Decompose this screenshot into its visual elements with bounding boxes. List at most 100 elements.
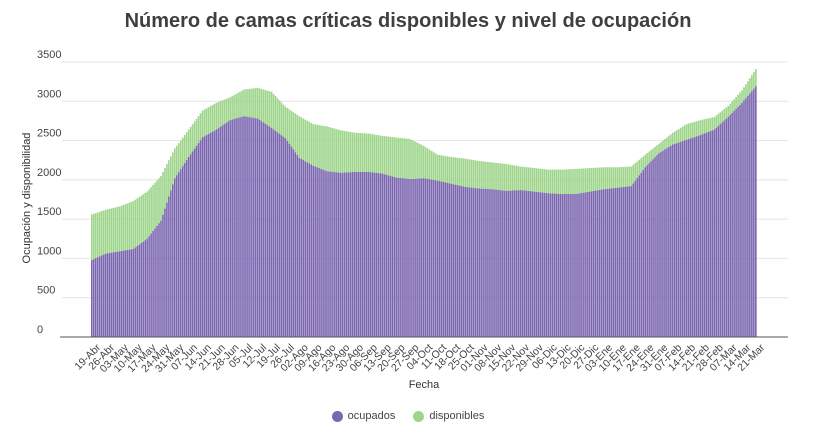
bar-disponibles (264, 90, 267, 124)
legend-item-ocupados[interactable]: ocupados (331, 410, 395, 422)
bar-disponibles (703, 119, 706, 134)
bar-disponibles (120, 205, 123, 252)
bar-disponibles (110, 208, 113, 253)
bar-ocupados (699, 135, 702, 337)
bar-ocupados (112, 252, 115, 337)
bar-ocupados (185, 160, 188, 337)
bar-ocupados (541, 192, 544, 337)
bar-disponibles (626, 166, 629, 187)
bar-disponibles (415, 142, 417, 179)
bar-disponibles (98, 211, 101, 257)
bar-disponibles (654, 146, 656, 158)
bar-ocupados (140, 243, 143, 337)
bar-ocupados (389, 175, 392, 337)
bar-ocupados (292, 149, 295, 337)
bar-ocupados (567, 194, 569, 337)
bar-disponibles (587, 168, 589, 192)
bar-ocupados (482, 188, 484, 337)
bar-disponibles (423, 146, 425, 179)
bar-ocupados (592, 190, 595, 337)
bar-ocupados (340, 172, 342, 337)
bar-ocupados (517, 190, 520, 337)
bar-disponibles (405, 138, 407, 179)
bar-disponibles (343, 131, 346, 173)
bar-disponibles (474, 160, 477, 189)
bar-disponibles (369, 133, 372, 173)
bar-ocupados (731, 112, 733, 337)
bar-disponibles (569, 169, 571, 194)
bar-ocupados (666, 148, 668, 337)
bar-ocupados (144, 240, 146, 337)
bar-ocupados (134, 247, 137, 337)
bar-ocupados (219, 126, 222, 337)
bar-ocupados (272, 129, 275, 337)
bar-ocupados (92, 259, 95, 337)
bar-disponibles (413, 141, 415, 179)
bar-ocupados (587, 191, 589, 337)
bar-disponibles (164, 168, 166, 209)
bar-ocupados (618, 187, 621, 337)
bar-ocupados (365, 172, 368, 337)
bar-disponibles (122, 205, 125, 251)
bar-ocupados (537, 192, 540, 337)
bar-disponibles (185, 132, 188, 161)
bar-ocupados (168, 196, 170, 337)
bar-disponibles (304, 119, 307, 162)
bar-disponibles (454, 157, 457, 185)
bar-disponibles (628, 166, 631, 187)
bar-ocupados (450, 183, 453, 337)
bar-disponibles (108, 208, 111, 254)
bar-ocupados (197, 143, 200, 337)
bar-ocupados (349, 172, 352, 337)
bar-disponibles (480, 161, 482, 189)
bar-disponibles (589, 168, 591, 192)
bar-disponibles (539, 168, 542, 193)
legend-item-disponibles[interactable]: disponibles (413, 410, 484, 422)
bar-disponibles (189, 126, 192, 155)
bar-disponibles (594, 167, 597, 191)
bar-disponibles (666, 137, 668, 149)
bar-disponibles (567, 169, 569, 194)
bar-disponibles (650, 150, 652, 162)
bar-disponibles (618, 167, 621, 188)
y-tick-label: 0 (37, 324, 43, 336)
bar-disponibles (387, 136, 390, 176)
bar-ocupados (691, 137, 694, 337)
bar-disponibles (124, 204, 127, 251)
bar-ocupados (446, 182, 449, 337)
bar-ocupados (677, 142, 680, 337)
y-tick-labels: 0 500 1000 1500 2000 2500 3000 3500 (37, 49, 61, 336)
bar-ocupados (110, 252, 113, 337)
bar-disponibles (681, 126, 684, 142)
bar-disponibles (130, 201, 133, 250)
bar-disponibles (468, 159, 471, 188)
bar-disponibles (693, 121, 696, 138)
bar-disponibles (464, 158, 467, 187)
bar-disponibles (138, 197, 141, 245)
bar-ocupados (160, 220, 162, 337)
bar-disponibles (745, 84, 747, 99)
bar-ocupados (183, 163, 186, 337)
bar-ocupados (440, 181, 443, 337)
bar-disponibles (551, 169, 554, 194)
bar-ocupados (328, 171, 330, 337)
bar-disponibles (466, 158, 469, 188)
bar-ocupados (108, 253, 111, 337)
bar-disponibles (604, 167, 607, 190)
bar-disponibles (361, 133, 364, 172)
bar-disponibles (565, 169, 567, 194)
bar-disponibles (697, 120, 700, 136)
bar-disponibles (504, 163, 506, 191)
bar-disponibles (152, 184, 154, 232)
bar-ocupados (721, 122, 724, 337)
bar-disponibles (294, 113, 297, 153)
bar-ocupados (660, 151, 662, 337)
bar-ocupados (636, 178, 639, 337)
bar-ocupados (270, 128, 273, 337)
bar-disponibles (670, 134, 672, 146)
bar-disponibles (347, 131, 350, 173)
bar-ocupados (308, 163, 311, 337)
bar-disponibles (251, 88, 253, 118)
bar-disponibles (652, 148, 654, 160)
bar-ocupados (664, 149, 666, 337)
